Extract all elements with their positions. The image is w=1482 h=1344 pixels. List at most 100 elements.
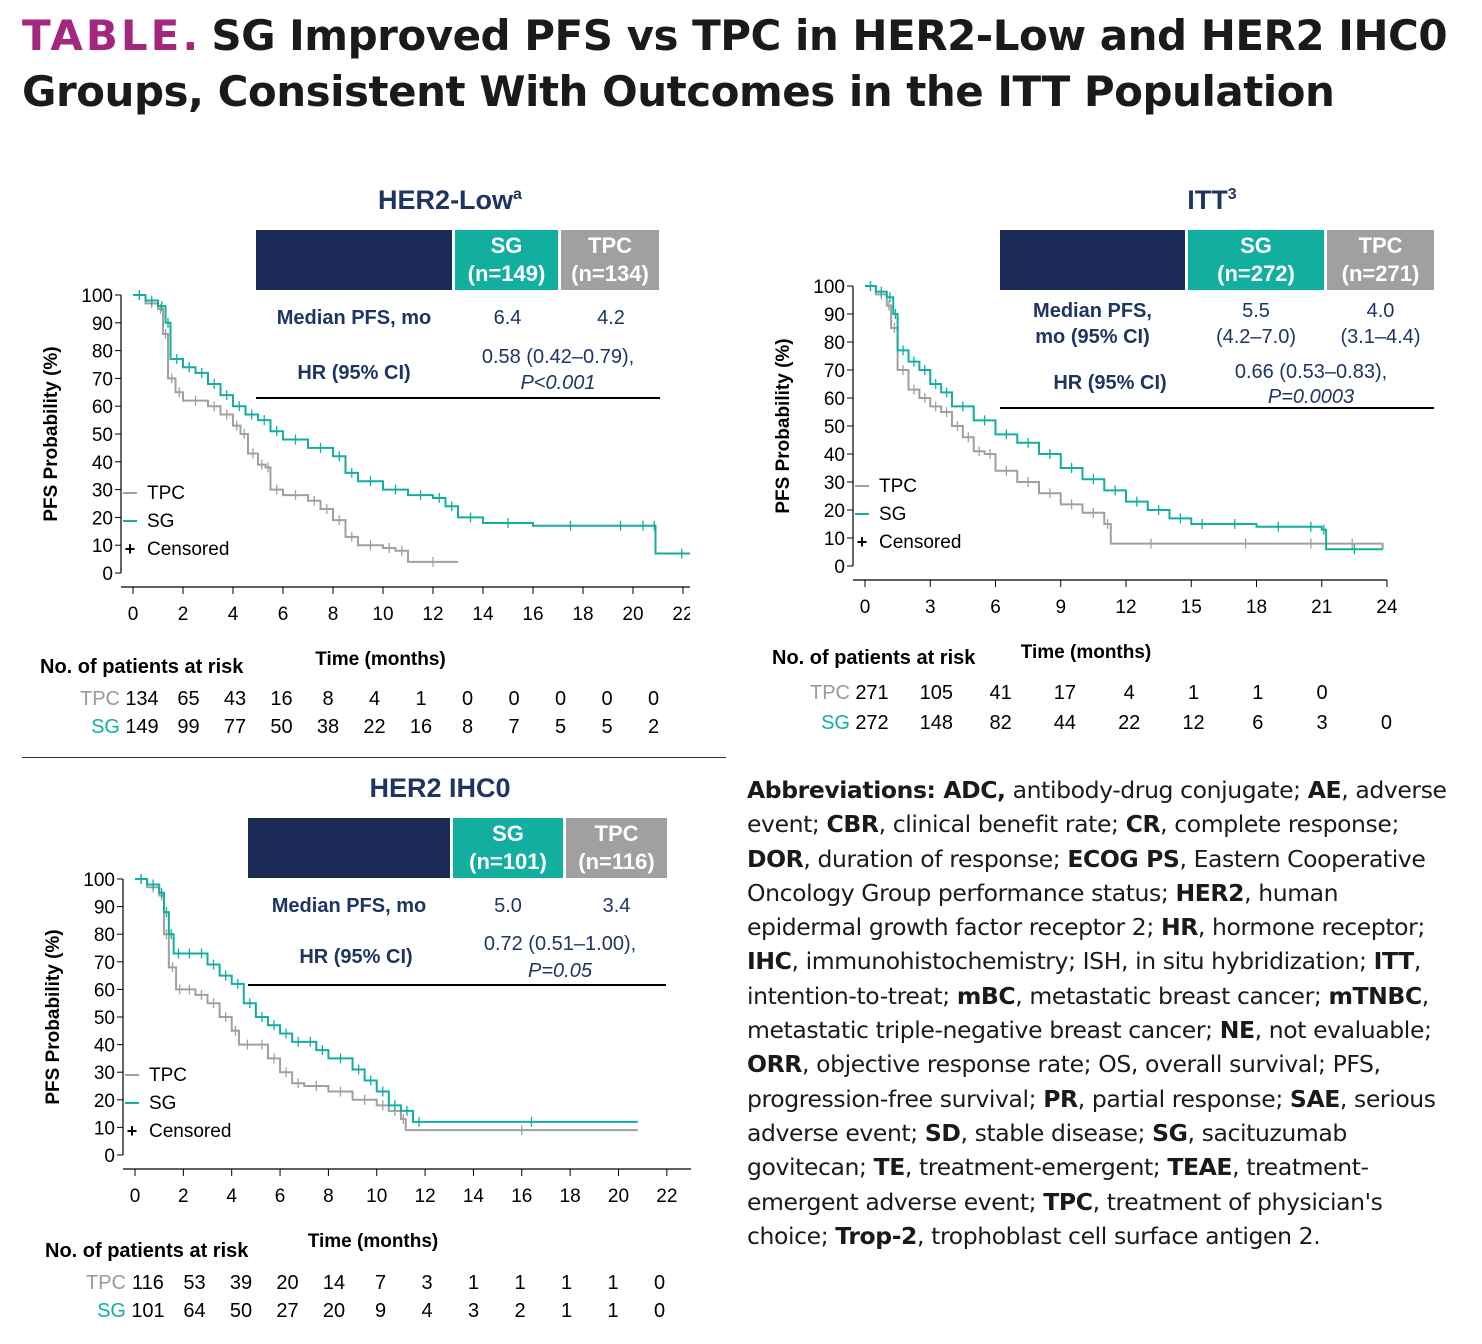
risk-count: 53: [183, 1272, 206, 1294]
y-tick-label: 50: [824, 417, 845, 438]
series-line-sg: [133, 294, 690, 555]
y-tick-label: 70: [94, 953, 115, 974]
y-tick-label: 60: [94, 980, 115, 1001]
risk-title: No. of patients at risk: [45, 1240, 249, 1262]
risk-count: 41: [989, 682, 1012, 704]
median-sg: 6.4: [493, 307, 522, 329]
y-tick-label: 0: [104, 1146, 115, 1167]
abbr-term: SAE: [1289, 1084, 1340, 1113]
x-tick-label: 6: [278, 604, 289, 625]
x-tick-label: 6: [275, 1186, 286, 1207]
legend-label: SG: [147, 511, 174, 532]
page-title: TABLE. SG Improved PFS vs TPC in HER2-Low…: [22, 8, 1462, 120]
abbr-term: Abbreviations: ADC,: [747, 776, 1006, 804]
x-tick-label: 12: [1115, 597, 1136, 618]
y-axis-title: PFS Probability (%): [773, 338, 794, 513]
risk-count: 1: [415, 688, 427, 710]
abbr-term: TE: [873, 1153, 906, 1182]
risk-count: 27: [276, 1300, 299, 1322]
risk-count: 4: [1123, 682, 1135, 704]
hr-label: HR (95% CI): [297, 362, 411, 384]
km-chart-itt: 0 10 20 30 40 50 60 70 80 90 100 0 3 6 9 12 15 18 21 24 Time…: [773, 277, 1398, 662]
median-tpc-ci: (3.1–4.4): [1340, 326, 1421, 348]
y-tick-label: 30: [824, 473, 845, 494]
risk-row-tpc: TPC 116 53 39 20 14 7 3 1 1 1 1 0: [0, 1272, 700, 1300]
x-tick-label: 20: [622, 604, 643, 625]
risk-count: 38: [316, 716, 340, 738]
abbr-term: ITT: [1373, 947, 1415, 976]
abbr-definition: antibody-drug conjugate;: [1005, 776, 1308, 804]
y-tick-label: 70: [824, 361, 845, 382]
risk-row-tpc: TPC 134 65 43 16 8 4 1 0 0 0 0 0: [0, 688, 700, 716]
abbr-definition: , trophoblast cell surface antigen 2.: [917, 1221, 1321, 1250]
risk-count: 271: [855, 682, 889, 704]
x-tick-label: 15: [1181, 597, 1202, 618]
legend-censor-symbol: +: [127, 1121, 138, 1141]
risk-count: 6: [1252, 712, 1264, 734]
legend-label: TPC: [879, 476, 917, 497]
x-tick-label: 14: [463, 1186, 485, 1207]
risk-count: 0: [647, 688, 660, 710]
header-blank: [248, 818, 450, 878]
sg-header: SG (n=149): [452, 230, 561, 290]
risk-count: 1: [514, 1272, 526, 1294]
x-tick-label: 22: [672, 604, 690, 625]
panel-title: HER2 IHC0: [369, 773, 511, 803]
y-tick-label: 60: [92, 397, 113, 418]
abbr-term: TEAE: [1167, 1153, 1233, 1182]
abbr-term: Trop-2: [835, 1221, 918, 1250]
y-tick-label: 10: [824, 529, 845, 550]
risk-row-label: SG: [821, 712, 850, 734]
abbr-term: CBR: [826, 810, 879, 839]
risk-count: 105: [919, 682, 953, 704]
risk-count: 1: [607, 1272, 619, 1294]
risk-count: 16: [409, 716, 433, 738]
risk-row-sg: SG 272 148 82 44 22 12 6 3 0: [0, 712, 1482, 740]
legend-label: TPC: [149, 1065, 187, 1086]
risk-count: 1: [560, 1272, 573, 1294]
title-text: SG Improved PFS vs TPC in HER2-Low and H…: [22, 11, 1448, 116]
abbr-definition: , sacituzumab govitecan;: [747, 1118, 1347, 1182]
risk-count: 0: [1380, 712, 1392, 734]
risk-count: 0: [653, 1272, 666, 1294]
x-tick-label: 20: [608, 1186, 629, 1207]
risk-row-tpc: TPC 271 105 41 17 4 1 1 0: [0, 682, 1482, 710]
stat-header: SG (n=149) TPC (n=134): [256, 230, 659, 290]
p-value: P<0.001: [520, 372, 596, 394]
risk-count: 7: [374, 1272, 387, 1294]
panel-title: ITT3: [1187, 185, 1237, 215]
risk-count: 3: [421, 1272, 433, 1294]
table-rule: [248, 984, 666, 986]
x-tick-label: 2: [178, 1186, 189, 1207]
abbr-term: DOR: [747, 844, 804, 873]
abbr-term: ECOG PS: [1067, 844, 1180, 873]
y-tick-label: 60: [824, 389, 845, 410]
sg-header: SG (n=101): [450, 818, 566, 878]
median-sg: 5.0: [494, 895, 522, 917]
legend-label: Censored: [149, 1121, 231, 1142]
risk-count: 14: [322, 1272, 346, 1294]
abbr-definition: , duration of response;: [803, 844, 1068, 873]
tpc-header: TPC (n=134): [561, 230, 659, 290]
abbr-definition: , human epidermal growth factor receptor…: [747, 878, 1339, 942]
x-tick-label: 9: [1055, 597, 1066, 618]
abbr-term: HR: [1160, 913, 1198, 942]
median-tpc: 3.4: [602, 895, 631, 917]
series-line-sg: [865, 285, 1383, 551]
x-tick-label: 0: [130, 1186, 141, 1207]
x-tick-label: 4: [226, 1186, 237, 1207]
abbr-definition: , stable disease;: [960, 1118, 1153, 1147]
legend-label: Censored: [879, 532, 961, 553]
p-value: P=0.05: [528, 960, 592, 982]
x-axis-title: Time (months): [1021, 642, 1152, 662]
risk-row-sg: SG 149 99 77 50 38 22 16 8 7 5 5 2: [0, 716, 700, 744]
abbr-definition: , hormone receptor;: [1197, 913, 1425, 942]
y-tick-label: 40: [94, 1036, 115, 1057]
y-tick-label: 40: [824, 445, 845, 466]
risk-count: 22: [1118, 712, 1141, 734]
tpc-header: TPC (n=116): [566, 818, 667, 878]
x-tick-label: 8: [323, 1186, 334, 1207]
abbr-definition: , complete response;: [1160, 810, 1399, 839]
x-tick-label: 10: [366, 1186, 387, 1207]
y-tick-label: 50: [94, 1008, 115, 1029]
